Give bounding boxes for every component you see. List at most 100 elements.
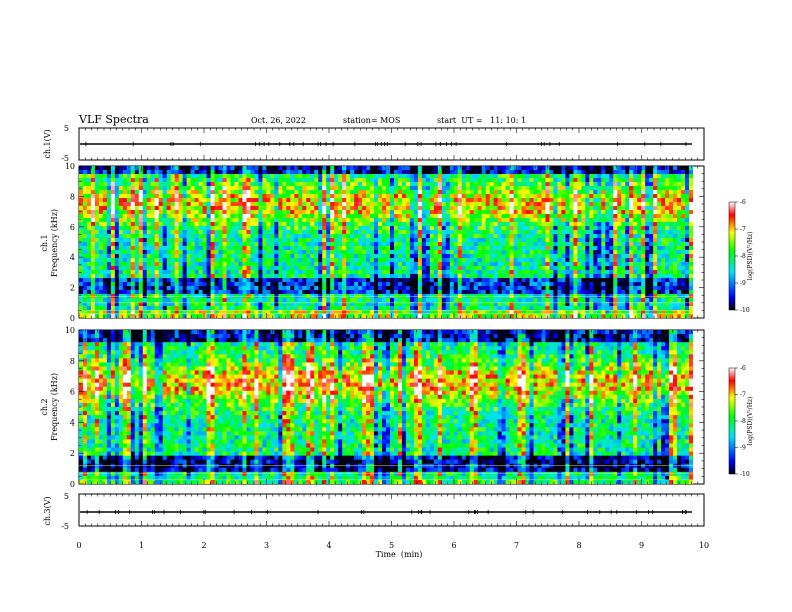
spectrogram-cell <box>577 306 582 311</box>
spectrogram-cell <box>290 258 295 263</box>
spectrogram-cell <box>278 210 283 215</box>
spectrogram-cell <box>114 174 120 179</box>
spectrogram-cell <box>134 218 140 223</box>
spectrogram-cell <box>421 210 427 215</box>
spectrogram-cell <box>242 298 247 303</box>
spectrogram-cell <box>298 298 303 303</box>
spectrogram-cell <box>106 178 112 183</box>
spectrogram-cell <box>358 262 363 267</box>
spectrogram-cell <box>110 242 116 247</box>
spectrogram-cell <box>509 250 514 255</box>
spectrogram-cell <box>254 202 259 207</box>
spectrogram-cell <box>302 190 307 195</box>
spectrogram-cell <box>170 286 176 291</box>
spectrogram-cell <box>489 302 495 307</box>
spectrogram-cell <box>146 278 152 283</box>
spectrogram-cell <box>282 262 287 267</box>
spectrogram-cell <box>493 214 499 219</box>
spectrogram-cell <box>138 222 144 227</box>
spectrogram-cell <box>86 270 92 275</box>
spectrogram-cell <box>573 230 578 235</box>
spectrogram-cell <box>182 274 188 279</box>
spectrogram-cell <box>489 214 495 219</box>
spectrogram-cell <box>461 218 467 223</box>
spectrogram-cell <box>525 190 530 195</box>
spectrogram-cell <box>421 298 427 303</box>
spectrogram-cell <box>270 186 275 191</box>
spectrogram-cell <box>166 166 172 171</box>
spectrogram-cell <box>134 230 140 235</box>
spectrogram-cell <box>545 286 550 291</box>
spectrogram-cell <box>174 222 180 227</box>
spectrogram-cell <box>389 214 395 219</box>
spectrogram-cell <box>234 262 239 267</box>
spectrogram-cell <box>102 250 108 255</box>
spectrogram-cell <box>533 278 538 283</box>
spectrogram-cell <box>370 262 375 267</box>
spectrogram-cell <box>222 278 227 283</box>
spectrogram-cell <box>425 250 431 255</box>
spectrogram-cell <box>190 202 196 207</box>
spectrogram-cell <box>222 218 227 223</box>
spectrogram-cell <box>433 286 439 291</box>
spectrogram-cell <box>246 226 251 231</box>
spectrogram-cell <box>266 306 271 311</box>
spectrogram-cell <box>382 182 387 187</box>
spectrogram-cell <box>310 302 315 307</box>
spectrogram-cell <box>429 306 435 311</box>
spectrogram-cell <box>226 282 231 287</box>
spectrogram-cell <box>393 178 399 183</box>
spectrogram-cell <box>537 230 542 235</box>
spectrogram-cell <box>545 266 550 271</box>
spectrogram-cell <box>79 310 84 315</box>
spectrogram-cell <box>194 278 200 283</box>
spectrogram-cell <box>254 242 259 247</box>
spectrogram-cell <box>246 210 251 215</box>
spectrogram-cell <box>597 302 602 307</box>
spectrogram-cell <box>413 290 419 295</box>
spectrogram-cell <box>110 206 116 211</box>
spectrogram-cell <box>429 278 435 283</box>
spectrogram-cell <box>206 274 211 279</box>
spectrogram-cell <box>597 186 602 191</box>
spectrogram-cell <box>557 186 562 191</box>
spectrogram-cell <box>429 174 435 179</box>
spectrogram-cell <box>262 294 267 299</box>
spectrogram-cell <box>473 314 479 318</box>
spectrogram-cell <box>429 218 435 223</box>
spectrogram-cell <box>481 226 487 231</box>
spectrogram-cell <box>346 222 351 227</box>
spectrogram-cell <box>433 234 439 239</box>
spectrogram-cell <box>378 298 383 303</box>
spectrogram-cell <box>577 186 582 191</box>
spectrogram-cell <box>286 206 291 211</box>
spectrogram-cell <box>589 214 594 219</box>
spectrogram-cell <box>350 202 355 207</box>
spectrogram-cell <box>569 262 574 267</box>
spectrogram-cell <box>126 294 132 299</box>
spectrogram-cell <box>246 234 251 239</box>
spectrogram-cell <box>266 218 271 223</box>
spectrogram-cell <box>453 190 459 195</box>
spectrogram-cell <box>210 242 215 247</box>
spectrogram-cell <box>250 294 255 299</box>
spectrogram-cell <box>593 202 598 207</box>
spectrogram-cell <box>222 230 227 235</box>
spectrogram-cell <box>210 270 215 275</box>
spectrogram-cell <box>98 290 104 295</box>
spectrogram-cell <box>294 278 299 283</box>
spectrogram-cell <box>577 246 582 251</box>
spectrogram-cell <box>429 222 435 227</box>
spectrogram-cell <box>278 206 283 211</box>
spectrogram-cell <box>79 274 84 279</box>
spectrogram-cell <box>338 182 343 187</box>
spectrogram-cell <box>401 230 407 235</box>
spectrogram-cell <box>397 270 403 275</box>
spectrogram-cell <box>593 242 598 247</box>
spectrogram-cell <box>162 302 168 307</box>
spectrogram-cell <box>429 210 435 215</box>
spectrogram-cell <box>342 278 347 283</box>
spectrogram-cell <box>162 282 168 287</box>
spectrogram-cell <box>573 234 578 239</box>
spectrogram-cell <box>593 226 598 231</box>
